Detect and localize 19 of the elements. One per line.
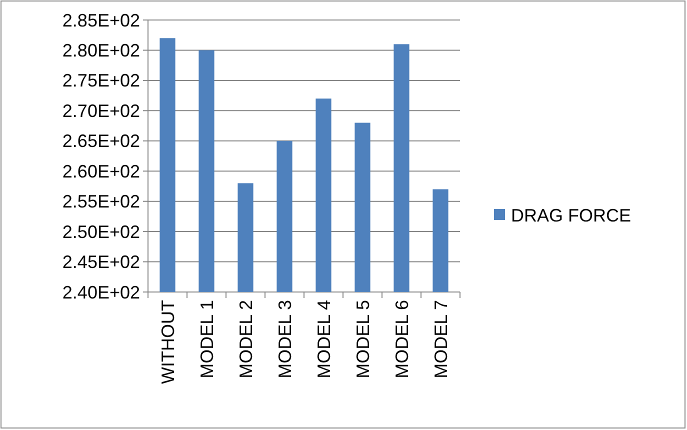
y-tick-label: 2.70E+02 <box>62 100 140 121</box>
x-tick-label: MODEL 6 <box>392 300 412 378</box>
x-tick-label: MODEL 1 <box>196 300 217 378</box>
x-tick-label: MODEL 5 <box>352 300 373 378</box>
y-tick-label: 2.40E+02 <box>62 282 140 302</box>
x-tick-label: MODEL 2 <box>236 300 256 378</box>
x-tick-label: MODEL 4 <box>314 300 334 378</box>
y-tick-label: 2.55E+02 <box>62 192 140 212</box>
y-tick-label: 2.80E+02 <box>62 40 140 61</box>
x-tick-label: MODEL 3 <box>274 300 295 378</box>
legend-label: DRAG FORCE <box>511 205 632 226</box>
x-tick-label: WITHOUT <box>158 300 178 384</box>
y-tick-label: 2.75E+02 <box>62 70 140 91</box>
y-tick-label: 2.60E+02 <box>62 161 140 182</box>
y-tick-label: 2.85E+02 <box>62 10 140 30</box>
x-tick-label: MODEL 7 <box>430 300 451 378</box>
y-tick-label: 2.50E+02 <box>62 222 140 242</box>
y-tick-label: 2.65E+02 <box>62 131 140 152</box>
y-tick-label: 2.45E+02 <box>62 252 140 272</box>
